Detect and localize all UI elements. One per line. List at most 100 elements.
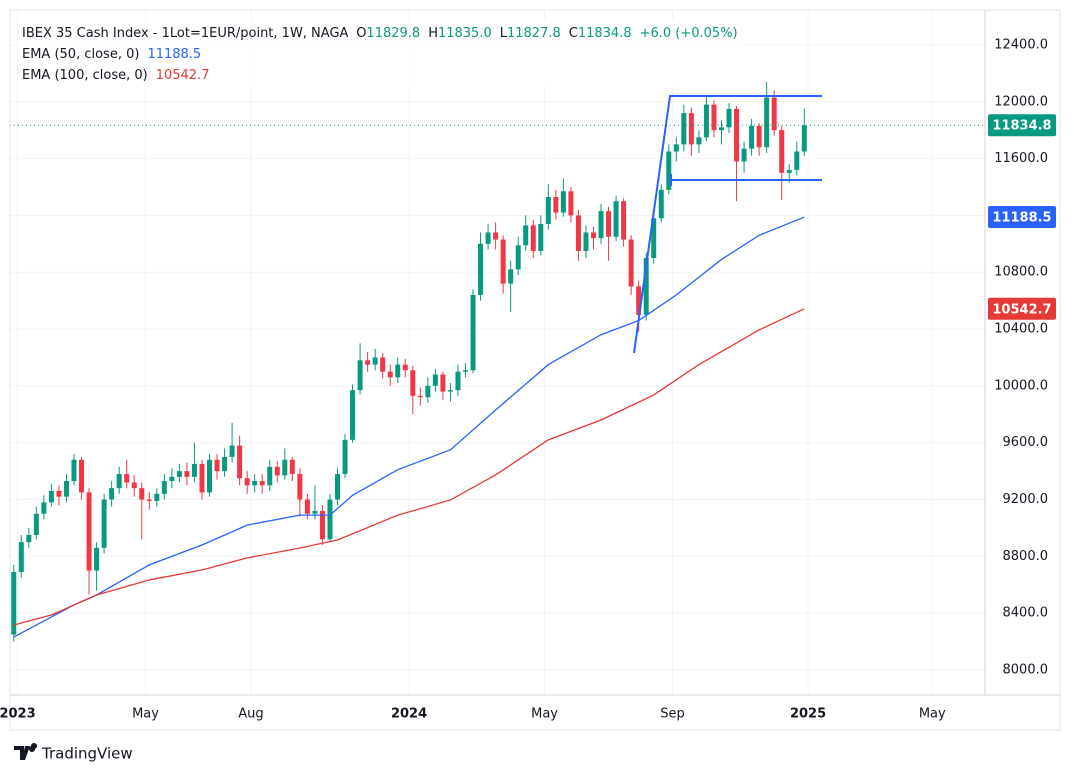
candle-body — [485, 232, 491, 244]
candle-body — [621, 201, 627, 240]
y-tick-label: 10800.0 — [994, 265, 1048, 280]
y-tick-label: 8800.0 — [1003, 549, 1049, 564]
x-tick-label: Sep — [660, 707, 685, 722]
brand-logo: TradingView — [14, 743, 133, 763]
candle-body — [184, 471, 190, 477]
candle-body — [470, 294, 476, 371]
candle-body — [771, 97, 777, 131]
candle-body — [794, 151, 800, 170]
y-tick-label: 10400.0 — [994, 322, 1048, 337]
plot — [10, 81, 985, 642]
header-line: IBEX 35 Cash Index - 1Lot=1EUR/point, 1W… — [22, 26, 738, 41]
legend-text: EMA (50, close, 0) — [22, 47, 139, 62]
legend-text: H — [428, 26, 438, 41]
legend-bg — [18, 20, 743, 86]
price-tag — [988, 206, 1056, 229]
candle-body — [447, 390, 453, 392]
candle-body — [515, 245, 521, 270]
y-tick-label: 10000.0 — [994, 378, 1048, 393]
candle-body — [568, 191, 574, 216]
x-tick-label: 2023 — [0, 707, 36, 722]
candle-body — [508, 269, 514, 284]
candle-body — [48, 491, 54, 503]
candle-body — [410, 370, 416, 396]
candle-body — [545, 196, 551, 224]
candle-body — [259, 481, 265, 486]
candle-body — [425, 385, 431, 398]
candle-body — [207, 459, 213, 493]
candle-body — [741, 148, 747, 162]
candle-body — [214, 459, 220, 472]
ema-legend: EMA (100, close, 0) 10542.7 — [22, 68, 209, 83]
frame — [9, 9, 1061, 731]
candle-body — [312, 510, 318, 514]
candle-body — [613, 201, 619, 237]
legend-text: 10542.7 — [156, 68, 210, 83]
candle-body — [282, 459, 288, 476]
candle-body — [628, 239, 634, 287]
price-tag-label: 11834.8 — [992, 119, 1051, 134]
candle-body — [651, 218, 657, 259]
brand: TradingView — [41, 745, 133, 763]
candle-body — [380, 357, 386, 372]
candle-body — [244, 478, 250, 486]
candle-body — [530, 225, 536, 251]
candle-body — [590, 232, 596, 239]
legend-text: 11834.8 — [578, 26, 632, 41]
candle-body — [553, 196, 559, 213]
candle-body — [33, 513, 39, 536]
legend-text: 11188.5 — [147, 47, 201, 62]
ema-line — [13, 308, 805, 626]
candle-body — [673, 144, 679, 152]
candle-body — [598, 211, 604, 239]
candle-body — [191, 464, 197, 477]
candle-body — [749, 125, 755, 149]
x-tick-label: May — [132, 707, 159, 722]
candle-body — [94, 547, 100, 571]
candle-body — [575, 215, 581, 251]
y-tick-label: 12400.0 — [994, 37, 1048, 52]
candle-body — [493, 232, 499, 240]
legend-text: O — [356, 26, 366, 41]
legend-text: 11829.8 — [366, 26, 420, 41]
candle-body — [169, 476, 175, 482]
y-tick-label: 8000.0 — [1003, 662, 1049, 677]
candle-body — [41, 502, 47, 514]
candle-body — [350, 390, 356, 440]
candle-body — [417, 395, 423, 398]
candle-body — [342, 439, 348, 474]
candle-body — [154, 493, 160, 501]
candle-body — [161, 481, 167, 494]
candle-body — [139, 488, 145, 500]
drawings — [633, 95, 822, 354]
y-tick-label: 11600.0 — [994, 151, 1048, 166]
candle-body — [711, 104, 717, 131]
candle-body — [387, 371, 393, 378]
candle-body — [440, 374, 446, 392]
candle-body — [252, 481, 258, 486]
candle-body — [131, 482, 137, 489]
candle-body — [696, 137, 702, 145]
candle-body — [229, 445, 235, 457]
x-tick-label: May — [531, 707, 558, 722]
price-tags: 11834.8 11188.5 10542.7 — [988, 114, 1056, 320]
candle-body — [146, 499, 152, 501]
candle-body — [101, 499, 107, 548]
candle-body — [643, 258, 649, 315]
candle-body — [734, 108, 740, 162]
candle-body — [357, 360, 363, 391]
candle-body — [267, 466, 273, 486]
candle-body — [176, 471, 182, 477]
axes: 8000.0 8400.0 8800.0 9200.0 9600.0 10000.0 104… — [0, 37, 1048, 721]
legend-text: IBEX 35 Cash Index - 1Lot=1EUR/point, 1W… — [22, 26, 349, 41]
candle-body — [319, 510, 325, 540]
candle-body — [688, 113, 694, 145]
candle-body — [463, 370, 469, 372]
candle-body — [606, 211, 612, 237]
candle-body — [79, 459, 85, 493]
candle-body — [726, 108, 732, 128]
x-tick-label: May — [919, 707, 946, 722]
legend-text: +6.0 (+0.05%) — [640, 26, 738, 41]
